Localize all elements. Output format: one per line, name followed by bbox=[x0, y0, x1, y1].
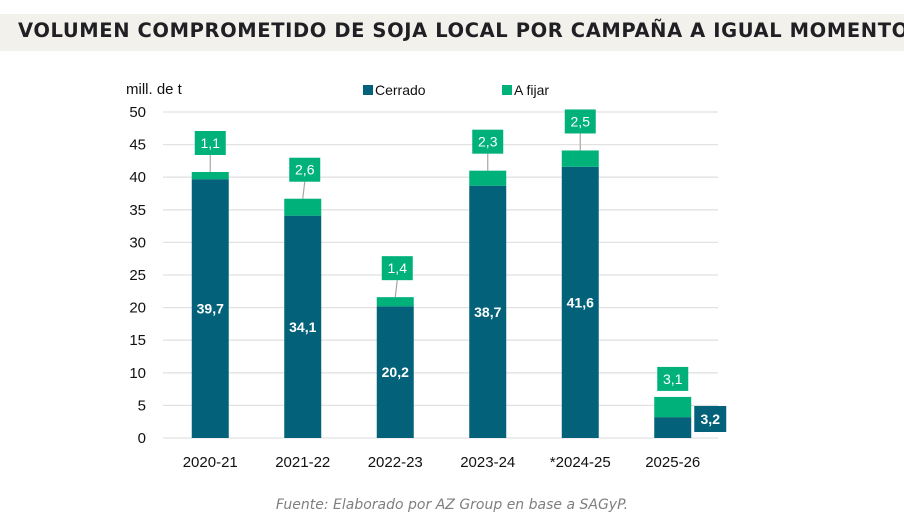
gridlines bbox=[163, 111, 718, 439]
y-tick-label: 40 bbox=[129, 169, 146, 186]
data-label-cerrado: 3,2 bbox=[701, 411, 721, 427]
bar-cerrado bbox=[376, 306, 414, 438]
data-label-a-fijar: 2,6 bbox=[295, 162, 315, 178]
data-label-cerrado: 34,1 bbox=[289, 319, 316, 335]
bar-a-fijar bbox=[561, 150, 599, 167]
data-label-cerrado: 20,2 bbox=[382, 364, 409, 380]
y-tick-label: 15 bbox=[129, 332, 146, 349]
x-tick-label: 2021-22 bbox=[275, 454, 330, 471]
legend-swatch-a-fijar bbox=[502, 85, 512, 95]
bar-group: 3,2 3,1 bbox=[654, 366, 727, 438]
bar-cerrado bbox=[191, 179, 229, 438]
x-axis-labels: 2020-21 2021-22 2022-23 2023-24 *2024-25 2025… bbox=[183, 454, 701, 471]
legend: Cerrado A fijar bbox=[363, 82, 549, 98]
bar-group: 20,2 1,4 bbox=[376, 256, 414, 438]
y-tick-label: 5 bbox=[138, 397, 146, 414]
bar-a-fijar bbox=[191, 171, 229, 180]
bar-group: 34,1 2,6 bbox=[284, 157, 322, 438]
legend-label-cerrado: Cerrado bbox=[375, 82, 426, 98]
data-label-a-fijar: 2,3 bbox=[478, 134, 498, 150]
y-tick-label: 10 bbox=[129, 365, 146, 382]
y-tick-label: 25 bbox=[129, 267, 146, 284]
data-label-cerrado: 38,7 bbox=[474, 304, 501, 320]
y-tick-label: 30 bbox=[129, 234, 146, 251]
y-axis-unit-label: mill. de t bbox=[126, 81, 183, 98]
data-label-cerrado: 41,6 bbox=[567, 294, 594, 310]
data-label-cerrado: 39,7 bbox=[197, 301, 224, 317]
y-tick-label: 45 bbox=[129, 137, 146, 154]
source-note: Fuente: Elaborado por AZ Group en base a… bbox=[275, 497, 629, 513]
legend-label-a-fijar: A fijar bbox=[514, 82, 549, 98]
bar-group: 38,7 2,3 bbox=[469, 129, 507, 438]
y-tick-label: 35 bbox=[129, 202, 146, 219]
data-label-box-a-fijar bbox=[289, 157, 321, 182]
x-tick-label: 2022-23 bbox=[368, 454, 423, 471]
data-label-a-fijar: 1,4 bbox=[388, 260, 408, 276]
data-label-box-cerrado bbox=[694, 406, 727, 432]
data-label-box-a-fijar bbox=[194, 130, 226, 155]
y-tick-label: 0 bbox=[138, 430, 146, 447]
data-label-a-fijar: 1,1 bbox=[201, 135, 221, 151]
data-label-box-a-fijar bbox=[564, 109, 596, 134]
bar-cerrado bbox=[469, 185, 507, 438]
data-label-box-a-fijar bbox=[381, 256, 413, 281]
data-label-box-a-fijar bbox=[657, 366, 689, 391]
legend-swatch-cerrado bbox=[363, 85, 373, 95]
data-label-a-fijar: 3,1 bbox=[663, 371, 683, 387]
bar-a-fijar bbox=[654, 396, 692, 418]
label-leader-line bbox=[302, 181, 306, 199]
bar-a-fijar bbox=[284, 198, 322, 216]
x-tick-label: 2020-21 bbox=[183, 454, 238, 471]
y-tick-label: 50 bbox=[129, 104, 146, 121]
bar-a-fijar bbox=[376, 297, 414, 307]
data-label-a-fijar: 2,5 bbox=[571, 113, 591, 129]
label-leader-line bbox=[394, 280, 398, 298]
y-tick-label: 20 bbox=[129, 300, 146, 317]
title-band: VOLUMEN COMPROMETIDO DE SOJA LOCAL POR C… bbox=[0, 14, 904, 51]
bar-cerrado bbox=[284, 215, 322, 438]
data-label-box-a-fijar bbox=[472, 129, 504, 154]
x-tick-label: 2023-24 bbox=[460, 454, 515, 471]
bar-cerrado bbox=[561, 166, 599, 438]
bar-group: 41,6 2,5 bbox=[561, 109, 599, 438]
bar-group: 39,7 1,1 bbox=[191, 130, 229, 438]
bars: 39,71,134,12,620,21,438,72,341,62,53,23,… bbox=[191, 109, 727, 438]
x-tick-label: 2025-26 bbox=[645, 454, 700, 471]
bar-a-fijar bbox=[469, 170, 507, 186]
x-tick-label: *2024-25 bbox=[550, 454, 611, 471]
chart-title: VOLUMEN COMPROMETIDO DE SOJA LOCAL POR C… bbox=[18, 19, 904, 42]
bar-cerrado bbox=[654, 417, 692, 438]
y-axis-ticks: 0 5 10 15 20 25 30 35 40 45 50 bbox=[129, 104, 146, 447]
